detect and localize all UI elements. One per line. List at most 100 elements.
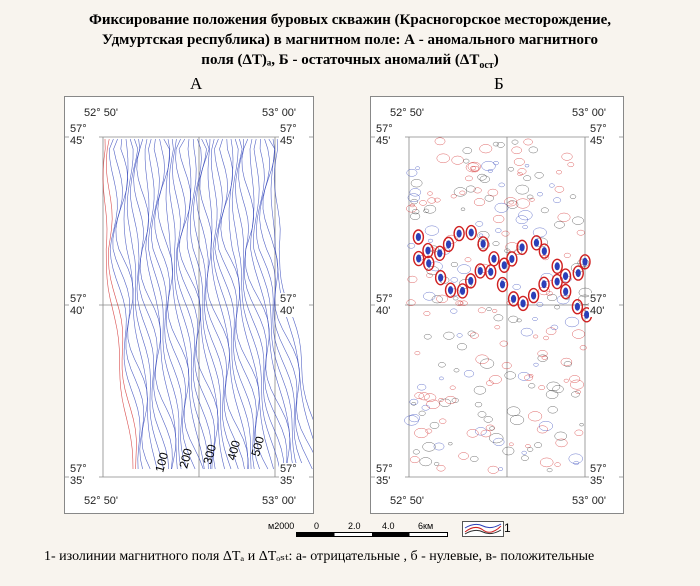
isoline [417, 383, 427, 391]
isoline [414, 392, 424, 399]
isoline [569, 194, 577, 200]
isoline [467, 330, 476, 337]
isoline [423, 333, 432, 340]
isoline [496, 142, 505, 148]
isoline [517, 172, 523, 176]
isoline [560, 357, 573, 367]
isoline [501, 230, 510, 237]
isoline [572, 329, 585, 339]
anomaly-contour [496, 276, 509, 293]
isoline [534, 172, 544, 179]
coord-bottom-left-lat: 57° 35' [375, 463, 405, 487]
coord-top-right-lon: 53° 00' [261, 107, 298, 119]
isoline [511, 139, 519, 145]
isoline [520, 327, 533, 337]
anomaly-core [499, 280, 506, 289]
coord-mid-right-lat: 57° 40' [279, 293, 309, 317]
anomaly-core [541, 280, 547, 289]
isoline [186, 138, 225, 470]
isoline [423, 393, 437, 403]
anomaly-core [533, 238, 540, 247]
legend-caption: 1- изолинии магнитного поля ΔТₐ и ΔТₒₛₜ:… [44, 549, 595, 564]
anomaly-contour [465, 273, 477, 289]
anomaly-contour [571, 299, 584, 315]
isoline [524, 164, 530, 168]
isoline [537, 350, 548, 358]
isoline [231, 138, 280, 470]
isoline [436, 294, 448, 304]
isoline [262, 138, 313, 453]
isoline [493, 314, 504, 322]
isoline [451, 155, 464, 165]
isoline [465, 175, 473, 182]
isoline [457, 301, 463, 305]
isoline [504, 248, 511, 253]
isoline [463, 158, 470, 164]
isoline [516, 318, 522, 323]
anomaly-contour [412, 250, 425, 267]
anomaly-contour [485, 264, 497, 280]
isoline [238, 138, 288, 470]
isoline [453, 368, 460, 373]
isoline [536, 301, 544, 307]
isoline [412, 208, 420, 215]
isoline [196, 138, 245, 470]
isoline [513, 158, 525, 166]
isoline [443, 331, 455, 340]
anomaly-core [437, 249, 443, 258]
isoline [466, 429, 479, 438]
isoline [470, 455, 479, 462]
isoline [510, 415, 525, 425]
contour-value-label: 200 [176, 446, 195, 469]
anomaly-contour [444, 282, 457, 298]
isoline [548, 183, 555, 188]
isoline [112, 138, 145, 470]
anomaly-core [468, 228, 474, 237]
isoline [165, 138, 205, 470]
isoline [479, 175, 490, 183]
isoline [481, 160, 496, 172]
anomaly-core [491, 254, 497, 263]
isoline [423, 291, 436, 301]
isoline [578, 287, 592, 298]
isoline [528, 411, 543, 422]
anomaly-core [554, 277, 560, 286]
anomaly-contour [551, 258, 563, 274]
isoline [504, 371, 516, 380]
isoline [502, 446, 515, 456]
coord-bottom-right-lat: 57° 35' [279, 463, 309, 487]
isoline [512, 283, 521, 290]
isoline [493, 437, 505, 446]
title-line-1: Фиксирование положения буровых скважин (… [88, 12, 612, 28]
isoline [473, 187, 482, 194]
isoline [157, 138, 204, 470]
isoline [536, 425, 548, 434]
contour-value-label: 100 [152, 450, 171, 473]
isoline [477, 411, 487, 418]
coord-mid-left-lat: 57° 40' [69, 293, 99, 317]
isoline [567, 162, 575, 168]
isoline [517, 371, 531, 381]
isoline [556, 170, 562, 175]
isoline [511, 146, 522, 155]
contour-value-label: 300 [200, 442, 219, 465]
isoline [249, 138, 294, 470]
anomaly-contour [434, 269, 447, 286]
isoline [554, 221, 565, 229]
isoline [526, 194, 534, 200]
isoline [102, 138, 134, 470]
isoline [426, 272, 433, 278]
isoline [532, 317, 538, 321]
anomaly-contour [516, 239, 528, 256]
panel-a-label: А [190, 74, 203, 93]
isoline [423, 311, 431, 316]
isoline [533, 362, 539, 367]
isoline [504, 197, 518, 207]
isoline [439, 376, 444, 381]
isoline [474, 427, 487, 436]
anomaly-core [574, 302, 581, 311]
isoline [433, 442, 445, 451]
contour-value-label: 500 [248, 434, 267, 457]
isoline [439, 418, 447, 424]
isoline [572, 216, 584, 225]
